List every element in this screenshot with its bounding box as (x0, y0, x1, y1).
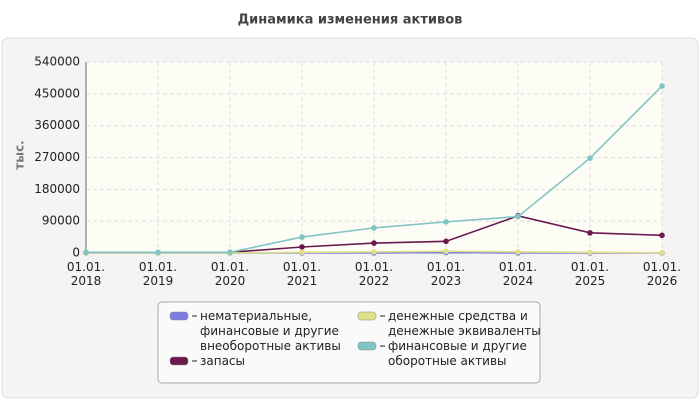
x-tick-label: 01.01. 2020 (211, 260, 249, 288)
x-tick-label: 01.01. 2024 (499, 260, 537, 288)
y-tick-label: 270000 (34, 150, 80, 164)
y-tick-label: 360000 (34, 118, 80, 132)
point (659, 249, 665, 256)
legend-label: нематериальные, финансовые и другие внеобо… (200, 309, 341, 353)
point (659, 83, 665, 89)
point (299, 244, 305, 250)
point (443, 248, 449, 255)
legend-swatch (357, 311, 377, 321)
point (443, 219, 449, 225)
legend-label: запасы (200, 354, 245, 368)
x-tick-label: 01.01. 2018 (67, 260, 105, 288)
legend-swatch (169, 356, 189, 366)
point (299, 234, 305, 240)
x-tick-label: 01.01. 2021 (283, 260, 321, 288)
point (587, 249, 593, 256)
y-tick-label: 450000 (34, 86, 80, 100)
point (227, 249, 233, 256)
legend (157, 301, 541, 384)
legend-label: денежные средства и денежные эквиваленты (388, 309, 541, 338)
y-tick-label: 540000 (34, 55, 80, 69)
x-tick-label: 01.01. 2023 (427, 260, 465, 288)
x-tick-label: 01.01. 2026 (643, 260, 681, 288)
point (515, 249, 521, 255)
point (299, 249, 305, 256)
x-tick-label: 01.01. 2022 (355, 260, 393, 288)
point (371, 249, 377, 255)
y-tick-label: 90000 (42, 214, 80, 228)
point (155, 249, 161, 256)
point (83, 249, 89, 256)
legend-swatch (169, 311, 189, 321)
legend-swatch (357, 341, 377, 351)
point (515, 213, 521, 220)
x-tick-label: 01.01. 2019 (139, 260, 177, 288)
point (587, 155, 593, 162)
point (587, 230, 593, 236)
y-tick-label: 180000 (34, 182, 80, 196)
y-axis-label: тыс. (13, 140, 27, 169)
point (371, 240, 377, 246)
legend-label: финансовые и другие оборотные активы (388, 339, 527, 368)
chart-title: Динамика изменения активов (238, 13, 463, 28)
point (371, 225, 377, 231)
point (443, 238, 449, 245)
y-tick-label: 0 (72, 246, 80, 260)
point (659, 232, 665, 239)
x-tick-label: 01.01. 2025 (571, 260, 609, 288)
